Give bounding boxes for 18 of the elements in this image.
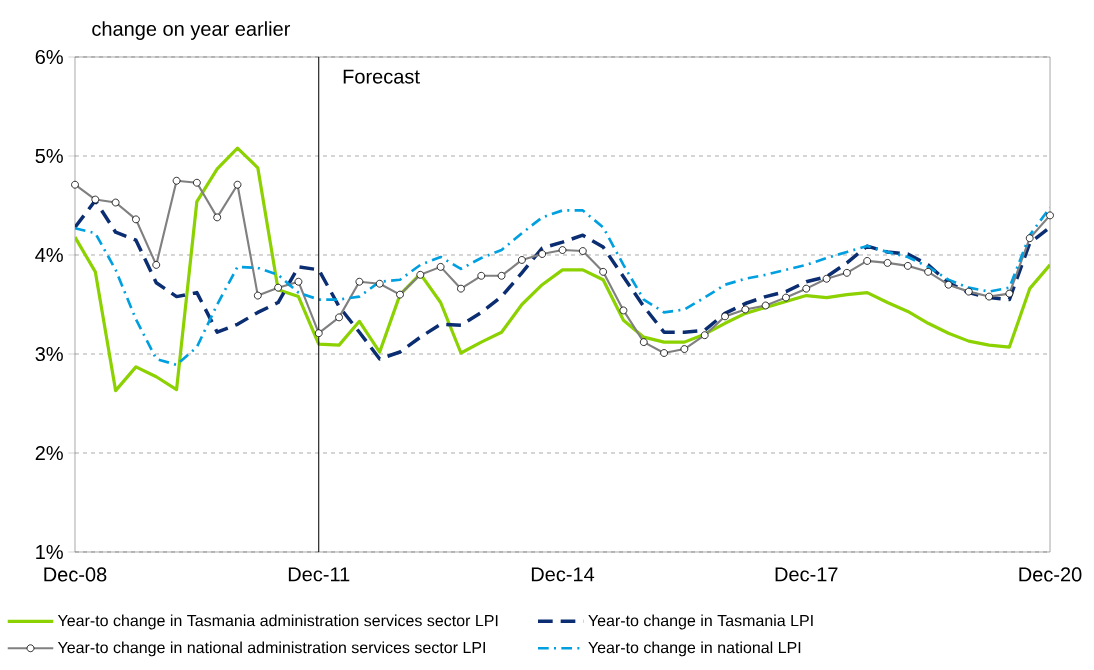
y-tick-label: 1%	[36, 545, 63, 559]
y-tick-label: 4%	[35, 248, 63, 262]
x-tick-label: Dec-08	[44, 567, 107, 582]
y-tick-label: 3%	[35, 346, 63, 362]
x-tick-label: Dec-20	[1019, 567, 1082, 582]
ref-line-label: Forecast	[343, 69, 420, 84]
y-axis-title: change on year earlier	[92, 21, 291, 40]
y-tick-label: 6%	[35, 49, 63, 65]
legend-label: Year-to change in national administration services sector LPI	[57, 641, 485, 657]
x-tick-label: Dec-11	[288, 567, 350, 582]
y-tick-label: 2%	[35, 445, 63, 461]
legend-label: Year-to change in Tasmania LPI	[588, 614, 813, 630]
legend-label: Year-to change in national LPI	[588, 641, 801, 657]
x-tick-label: Dec-14	[531, 567, 595, 582]
x-tick-label: Dec-17	[775, 567, 838, 582]
legend-label: Year-to change in Tasmania administration services sector LPI	[57, 614, 498, 630]
y-tick-label: 5%	[35, 148, 63, 164]
line-series	[75, 146, 1051, 393]
